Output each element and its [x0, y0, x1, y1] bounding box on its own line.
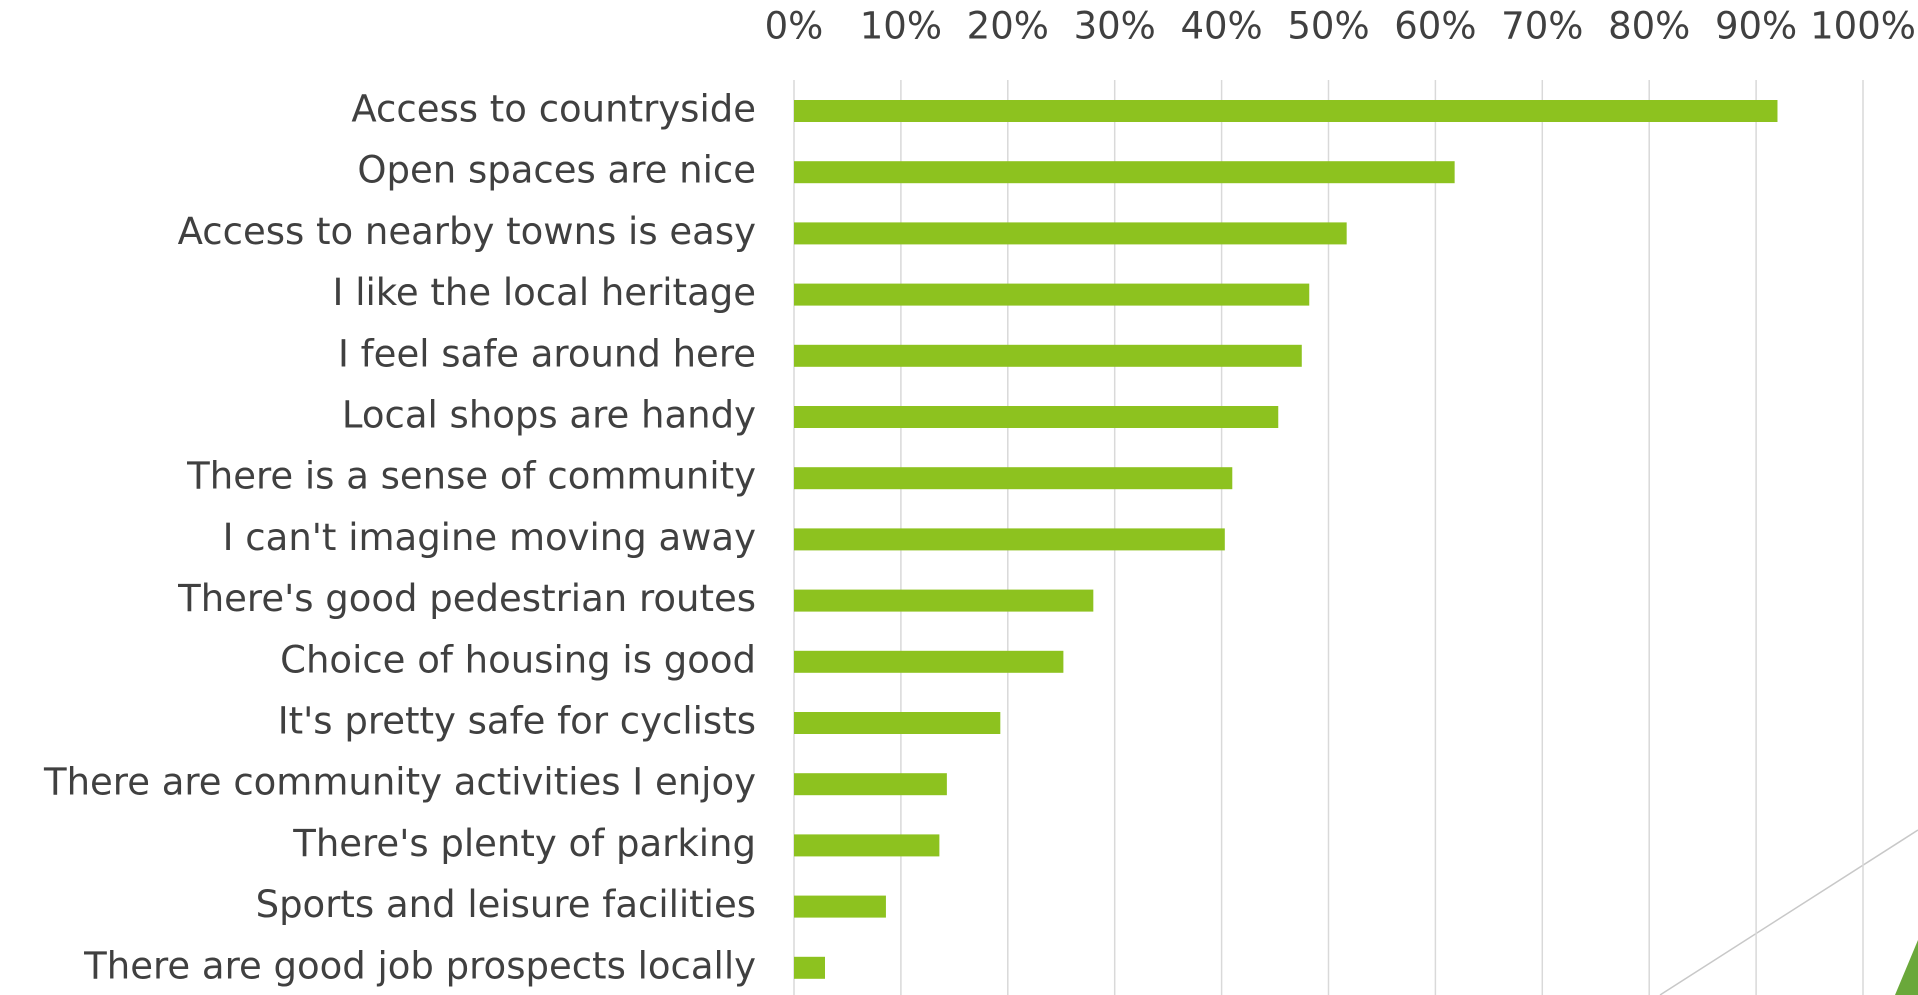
x-tick-label: 60%	[1394, 5, 1476, 48]
y-tick-label: There's good pedestrian routes	[177, 577, 756, 620]
y-tick-label: Sports and leisure facilities	[256, 883, 756, 926]
bar	[794, 895, 886, 918]
y-tick-label: Open spaces are nice	[357, 149, 756, 192]
bar	[794, 589, 1094, 612]
y-tick-label: Local shops are handy	[342, 394, 756, 437]
x-tick-label: 40%	[1180, 5, 1262, 48]
x-tick-label: 50%	[1287, 5, 1369, 48]
y-tick-label: Choice of housing is good	[280, 638, 756, 681]
y-tick-label: There is a sense of community	[186, 455, 756, 498]
y-tick-label: There are community activities I enjoy	[43, 761, 756, 804]
y-tick-label: There are good job prospects locally	[83, 944, 756, 987]
x-tick-label: 90%	[1715, 5, 1797, 48]
x-tick-label: 10%	[860, 5, 942, 48]
bar	[794, 222, 1347, 245]
bar	[794, 528, 1225, 551]
bar	[794, 100, 1778, 122]
y-tick-label: I can't imagine moving away	[223, 516, 756, 559]
x-tick-label: 0%	[765, 5, 824, 48]
y-tick-label: Access to countryside	[351, 88, 756, 131]
x-tick-label: 30%	[1074, 5, 1156, 48]
bar	[794, 161, 1455, 184]
bar	[794, 283, 1310, 306]
bar	[794, 344, 1302, 367]
y-tick-label: I like the local heritage	[333, 271, 756, 314]
y-tick-label: There's plenty of parking	[292, 822, 756, 865]
y-tick-label: I feel safe around here	[338, 332, 756, 375]
bar	[794, 834, 940, 857]
y-tick-label: It's pretty safe for cyclists	[278, 700, 756, 743]
bar	[794, 467, 1233, 490]
decor-line	[1659, 829, 1918, 995]
bar	[794, 956, 826, 979]
x-tick-label: 70%	[1501, 5, 1583, 48]
bar	[794, 712, 1001, 734]
x-tick-label: 100%	[1810, 5, 1916, 48]
x-tick-label: 80%	[1608, 5, 1690, 48]
y-tick-label: Access to nearby towns is easy	[178, 210, 756, 253]
bar	[794, 650, 1064, 673]
bar	[794, 406, 1279, 428]
decor-triangle	[1895, 940, 1918, 995]
bar	[794, 773, 947, 796]
x-tick-label: 20%	[967, 5, 1049, 48]
